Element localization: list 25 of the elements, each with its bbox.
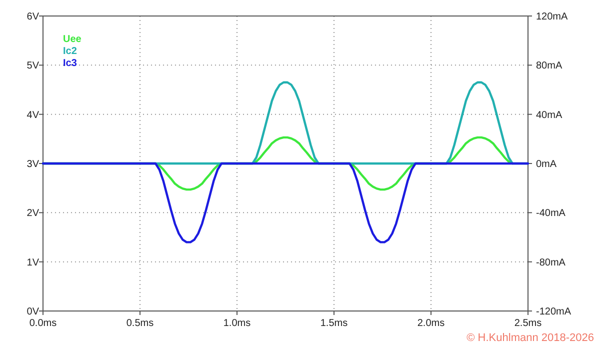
y2-tick-label: 120mA <box>536 12 568 22</box>
y-tick-label: 4V <box>26 110 40 121</box>
text: Ic3 <box>63 58 78 69</box>
y2-tick-label: 40mA <box>536 110 562 121</box>
x-tick-label: 2.0ms <box>417 318 445 329</box>
x-tick-label: 0.5ms <box>126 318 154 329</box>
y2-tick-label: 80mA <box>536 60 562 72</box>
text: Ic2 <box>63 46 78 57</box>
y-tick-label: 2V <box>26 208 40 220</box>
y-tick-label: 6V <box>26 12 40 22</box>
y2-tick-label: -80mA <box>536 257 566 268</box>
x-tick-label: 1.0ms <box>223 318 251 329</box>
y2-tick-label: -40mA <box>536 208 566 220</box>
x-tick-label: 0.0ms <box>29 318 57 329</box>
y-tick-label: 3V <box>26 159 40 170</box>
y-tick-label: 5V <box>26 60 40 72</box>
x-tick-label: 2.5ms <box>514 318 542 329</box>
y-tick-label: 1V <box>26 257 40 268</box>
y2-tick-label: -120mA <box>536 306 572 318</box>
y2-tick-label: 0mA <box>536 159 557 170</box>
x-tick-label: 1.5ms <box>320 318 348 329</box>
text: Uee <box>63 34 82 45</box>
y-tick-label: 0V <box>26 306 40 318</box>
text: © H.Kuhlmann 2018-2026 <box>466 332 594 344</box>
line-series <box>42 162 530 244</box>
